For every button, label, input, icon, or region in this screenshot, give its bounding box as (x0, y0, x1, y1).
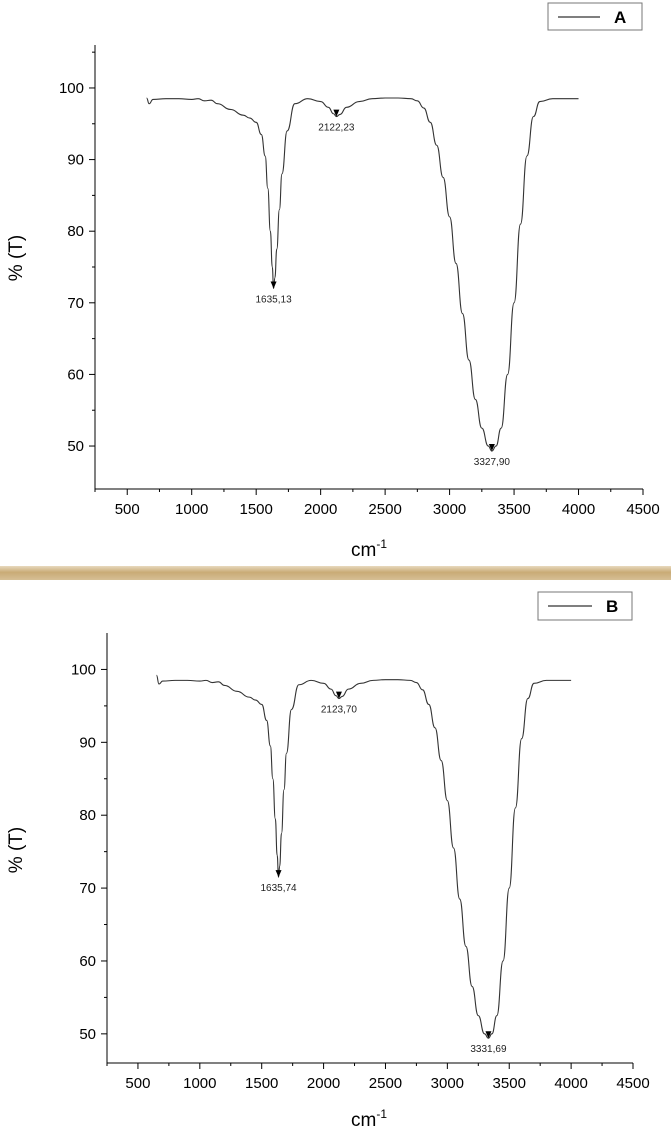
chart-b-legend-label: B (606, 597, 618, 616)
chart-a-y-tick-label: 90 (67, 152, 84, 169)
chart-b-x-tick-label: 1000 (183, 1075, 216, 1092)
chart-b-legend: B (537, 591, 633, 621)
chart-b-axes (106, 633, 633, 1064)
chart-panel-b: 500 1000 1500 2000 2500 3000 3500 4000 4500 50 60 7… (0, 580, 671, 1133)
chart-a-x-tick-label: 500 (115, 501, 140, 518)
chart-a-legend-label: A (614, 8, 626, 27)
chart-a-x-tick-label: 2500 (368, 501, 401, 518)
chart-b-peak-marker (335, 691, 342, 699)
chart-a-x-axis-title: cm-1 (351, 537, 387, 561)
chart-a-peak-marker (333, 109, 340, 117)
chart-b-y-tick-label: 90 (79, 734, 96, 751)
chart-a-axes (94, 45, 643, 490)
chart-b-x-tick-label: 2500 (369, 1075, 402, 1092)
chart-a-x-tick-label: 2000 (304, 501, 337, 518)
chart-a-peak-marker (488, 444, 495, 452)
chart-b-x-tick-label: 4500 (616, 1075, 649, 1092)
chart-b-x-tick-label: 4000 (554, 1075, 587, 1092)
chart-b-annotations: 1635,74 2123,70 3331,69 (260, 691, 507, 1055)
chart-b-y-tick-label: 50 (79, 1026, 96, 1043)
chart-b-peak-marker (275, 870, 282, 878)
chart-a-peak-label: 1635,13 (256, 294, 293, 305)
chart-a-ticks: 500 1000 1500 2000 2500 3000 3500 4000 4500 50 60 7… (59, 45, 660, 518)
chart-b-y-tick-label: 70 (79, 880, 96, 897)
chart-panel-a: 500 1000 1500 2000 2500 3000 3500 4000 4500 50 60 7… (0, 0, 671, 566)
chart-a-x-tick-label: 1500 (239, 501, 272, 518)
chart-b-peak-marker (485, 1031, 492, 1039)
chart-b-y-axis-title: % (T) (6, 827, 27, 873)
panel-divider (0, 566, 671, 580)
chart-b-y-tick-label: 60 (79, 953, 96, 970)
chart-b-peak-label: 2123,70 (321, 705, 358, 716)
chart-a-x-tick-label: 1000 (175, 501, 208, 518)
chart-a-peak-label: 2122,23 (318, 123, 355, 134)
chart-b-x-tick-label: 2000 (307, 1075, 340, 1092)
chart-a-x-tick-label: 3500 (497, 501, 530, 518)
chart-b-x-axis-title: cm-1 (351, 1107, 387, 1131)
chart-a-y-tick-label: 100 (59, 80, 84, 97)
chart-a-series-line (146, 97, 579, 452)
chart-b-svg: 500 1000 1500 2000 2500 3000 3500 4000 4500 50 60 7… (6, 591, 650, 1131)
chart-b-x-tick-label: 3500 (493, 1075, 526, 1092)
chart-b-y-tick-label: 80 (79, 807, 96, 824)
chart-b-y-tick-label: 100 (71, 661, 96, 678)
chart-b-x-tick-label: 500 (125, 1075, 150, 1092)
chart-b-peak-label: 1635,74 (260, 883, 297, 894)
chart-a-y-tick-label: 60 (67, 366, 84, 383)
chart-a-y-tick-label: 50 (67, 438, 84, 455)
chart-a-svg: 500 1000 1500 2000 2500 3000 3500 4000 4500 50 60 7… (6, 2, 660, 561)
chart-b-ticks: 500 1000 1500 2000 2500 3000 3500 4000 4500 50 60 7… (71, 633, 650, 1092)
chart-a-x-tick-label: 3000 (433, 501, 466, 518)
chart-b-curve-group (155, 674, 572, 1039)
chart-a-peak-label: 3327,90 (474, 457, 511, 468)
chart-a-x-tick-label: 4500 (626, 501, 659, 518)
chart-a-peak-marker (270, 281, 277, 289)
chart-b-x-tick-label: 3000 (431, 1075, 464, 1092)
chart-a-legend: A (547, 2, 643, 31)
chart-a-y-tick-label: 70 (67, 295, 84, 312)
chart-a-y-axis-title: % (T) (6, 235, 27, 281)
chart-a-y-tick-label: 80 (67, 223, 84, 240)
chart-b-peak-label: 3331,69 (470, 1044, 507, 1055)
chart-b-series-line (155, 674, 572, 1039)
chart-a-x-tick-label: 4000 (562, 501, 595, 518)
chart-a-curve-group (146, 97, 579, 452)
chart-a-annotations: 1635,13 2122,23 3327,90 (256, 109, 511, 468)
chart-b-x-tick-label: 1500 (245, 1075, 278, 1092)
